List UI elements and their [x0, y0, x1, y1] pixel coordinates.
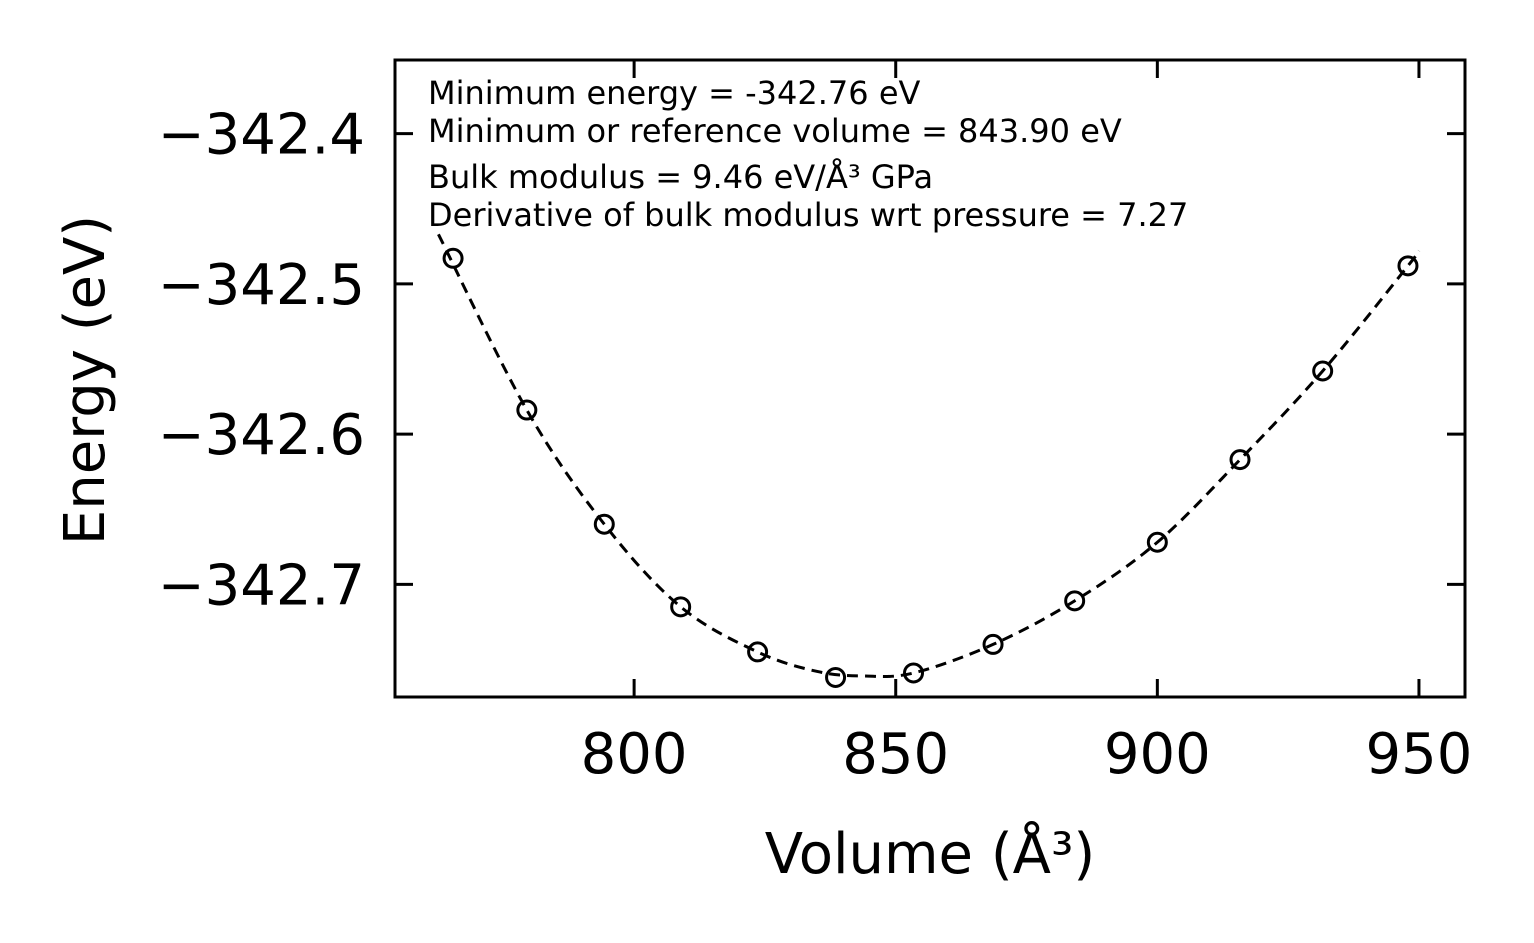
y-tick-label: −342.7	[158, 553, 365, 618]
data-point	[903, 662, 925, 684]
x-tick-label: 900	[1104, 722, 1211, 787]
data-point	[516, 399, 538, 421]
data-point	[982, 633, 1004, 655]
y-tick-label: −342.4	[158, 103, 365, 168]
x-tick-label: 950	[1366, 722, 1473, 787]
data-point	[1064, 590, 1086, 612]
x-tick-label: 850	[842, 722, 949, 787]
data-point	[670, 596, 692, 618]
data-point	[593, 513, 615, 535]
y-axis-label: Energy (eV)	[53, 215, 118, 545]
data-point	[825, 666, 847, 688]
data-point	[1229, 449, 1251, 471]
fit-annotations: Minimum energy = -342.76 eV Minimum or r…	[428, 74, 1188, 234]
eos-fit-line	[437, 233, 1421, 679]
data-point	[747, 641, 769, 663]
data-point	[1397, 255, 1419, 277]
annotation-min-energy: Minimum energy = -342.76 eV	[428, 74, 921, 112]
annotation-bulk-modulus: Bulk modulus = 9.46 eV/Å³ GPa	[428, 158, 933, 196]
data-point	[1146, 531, 1168, 553]
data-point	[442, 247, 464, 269]
x-tick-label: 800	[581, 722, 688, 787]
annotation-bulk-modulus-derivative: Derivative of bulk modulus wrt pressure …	[428, 196, 1188, 234]
y-tick-label: −342.6	[158, 403, 365, 468]
ticks-layer	[395, 60, 1465, 697]
annotation-min-volume: Minimum or reference volume = 843.90 eV	[428, 112, 1122, 150]
tick-labels-layer: 800 850 900 950 −342.4 −342.5 −342.6 −342.7	[158, 103, 1473, 787]
x-axis-label: Volume (Å³)	[765, 821, 1096, 887]
plot-frame	[393, 58, 1467, 699]
data-points-layer	[442, 247, 1419, 688]
data-point	[1312, 360, 1334, 382]
y-tick-label: −342.5	[158, 253, 365, 318]
